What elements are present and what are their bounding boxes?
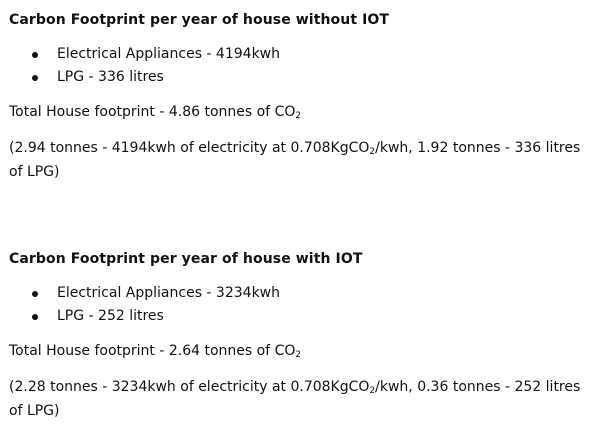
co2-subscript: 2 xyxy=(295,111,302,121)
bullet-icon xyxy=(32,75,38,81)
total-footprint: Total House footprint - 4.86 tonnes of C… xyxy=(9,102,594,122)
total-text: Total House footprint - 4.86 tonnes of C… xyxy=(9,104,296,120)
bullet-icon xyxy=(32,291,38,297)
breakdown-text-part2: /kwh, 1.92 tonnes - 336 litres of LPG) xyxy=(9,140,581,180)
list-item: LPG - 336 litres xyxy=(9,66,594,89)
total-footprint: Total House footprint - 2.64 tonnes of C… xyxy=(9,341,594,361)
footprint-breakdown: (2.94 tonnes - 4194kwh of electricity at… xyxy=(9,136,589,184)
bullet-icon xyxy=(32,314,38,320)
section-heading: Carbon Footprint per year of house with … xyxy=(9,251,363,267)
breakdown-text-part2: /kwh, 0.36 tonnes - 252 litres of LPG) xyxy=(9,379,581,419)
list-item-text: LPG - 336 litres xyxy=(57,69,164,85)
list-item-text: Electrical Appliances - 4194kwh xyxy=(57,46,280,62)
list-item-text: Electrical Appliances - 3234kwh xyxy=(57,285,280,301)
section-without-iot: Carbon Footprint per year of house witho… xyxy=(9,10,594,184)
consumption-list: Electrical Appliances - 4194kwh LPG - 33… xyxy=(9,43,594,89)
footprint-breakdown: (2.28 tonnes - 3234kwh of electricity at… xyxy=(9,375,589,423)
co2-subscript: 2 xyxy=(369,386,376,396)
list-item: Electrical Appliances - 3234kwh xyxy=(9,282,594,305)
breakdown-text-part1: (2.94 tonnes - 4194kwh of electricity at… xyxy=(9,140,370,156)
consumption-list: Electrical Appliances - 3234kwh LPG - 25… xyxy=(9,282,594,328)
list-item: LPG - 252 litres xyxy=(9,305,594,328)
section-with-iot: Carbon Footprint per year of house with … xyxy=(9,249,594,423)
co2-subscript: 2 xyxy=(369,147,376,157)
section-heading: Carbon Footprint per year of house witho… xyxy=(9,12,390,28)
breakdown-text-part1: (2.28 tonnes - 3234kwh of electricity at… xyxy=(9,379,370,395)
total-text: Total House footprint - 2.64 tonnes of C… xyxy=(9,343,296,359)
list-item: Electrical Appliances - 4194kwh xyxy=(9,43,594,66)
co2-subscript: 2 xyxy=(295,350,302,360)
bullet-icon xyxy=(32,52,38,58)
list-item-text: LPG - 252 litres xyxy=(57,308,164,324)
